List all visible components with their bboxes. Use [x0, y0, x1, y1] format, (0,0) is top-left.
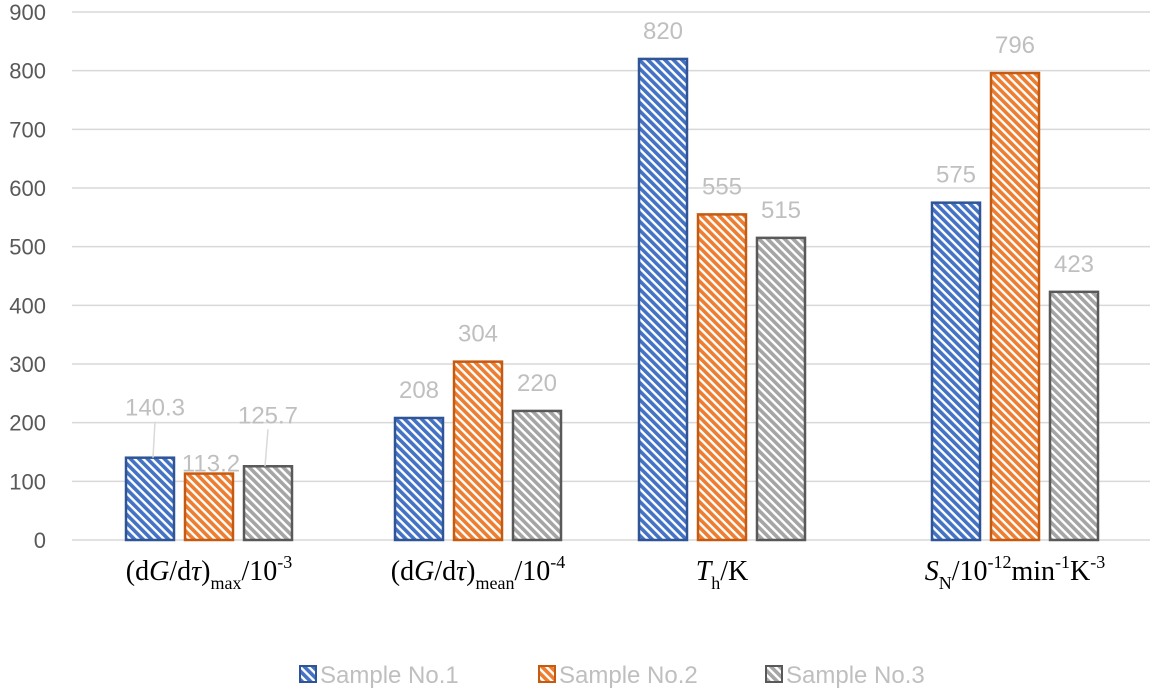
legend-label: Sample No.1 [320, 662, 459, 689]
y-tick-label: 900 [9, 0, 46, 25]
bar-1-4 [930, 201, 982, 542]
data-label: 220 [517, 370, 557, 397]
data-label: 423 [1054, 251, 1094, 278]
bar-2-4 [989, 71, 1041, 542]
data-labels: 140.3 113.2 125.7 208 304 220 820 555 515 575 796 4… [125, 18, 1094, 478]
legend-label: Sample No.2 [559, 662, 698, 689]
bars [124, 57, 1100, 542]
legend-label: Sample No.3 [786, 662, 925, 689]
legend-swatch [538, 665, 556, 683]
data-label: 304 [458, 321, 498, 348]
y-tick-label: 100 [9, 469, 46, 494]
bar-3-2 [511, 409, 563, 542]
leader-line [264, 429, 269, 467]
y-tick-label: 0 [34, 528, 46, 553]
y-tick-label: 300 [9, 352, 46, 377]
legend-item-3: Sample No.3 [765, 662, 925, 689]
bar-2-1 [183, 472, 235, 542]
y-tick-label: 800 [9, 59, 46, 84]
data-label: 515 [761, 197, 801, 224]
data-label: 140.3 [125, 395, 185, 422]
label-leader-lines [152, 421, 269, 467]
category-labels: (dG/dτ)max/10-3 (dG/dτ)mean/10-4 Th/K SN/10… [126, 552, 1106, 593]
y-axis-ticks: 0 100 200 300 400 500 600 700 800 900 [9, 0, 46, 553]
data-label: 820 [643, 18, 683, 45]
bar-2-2 [452, 360, 504, 542]
y-tick-label: 600 [9, 176, 46, 201]
category-label: Th/K [696, 556, 749, 593]
y-tick-label: 400 [9, 293, 46, 318]
data-label: 796 [995, 32, 1035, 59]
bar-2-3 [696, 213, 748, 542]
data-label: 125.7 [238, 402, 298, 429]
bar-3-4 [1048, 290, 1100, 542]
legend-item-2: Sample No.2 [538, 662, 698, 689]
category-label: SN/10-12min-1K-3 [925, 552, 1106, 593]
data-label: 113.2 [182, 451, 240, 478]
legend-swatch [765, 665, 783, 683]
y-tick-label: 200 [9, 411, 46, 436]
bar-3-3 [755, 236, 807, 542]
legend: Sample No.1 Sample No.2 Sample No.3 [299, 662, 925, 689]
leader-line [152, 421, 156, 458]
bar-1-1 [124, 456, 176, 542]
y-tick-label: 500 [9, 235, 46, 260]
data-label: 555 [702, 173, 742, 200]
data-label: 208 [399, 377, 439, 404]
bar-3-1 [242, 465, 294, 542]
data-label: 575 [936, 162, 976, 189]
legend-item-1: Sample No.1 [299, 662, 459, 689]
legend-swatch [299, 665, 317, 683]
category-label: (dG/dτ)mean/10-4 [391, 552, 565, 593]
bar-1-3 [637, 57, 689, 542]
category-label: (dG/dτ)max/10-3 [126, 552, 292, 593]
bar-1-2 [393, 416, 445, 542]
y-tick-label: 700 [9, 117, 46, 142]
